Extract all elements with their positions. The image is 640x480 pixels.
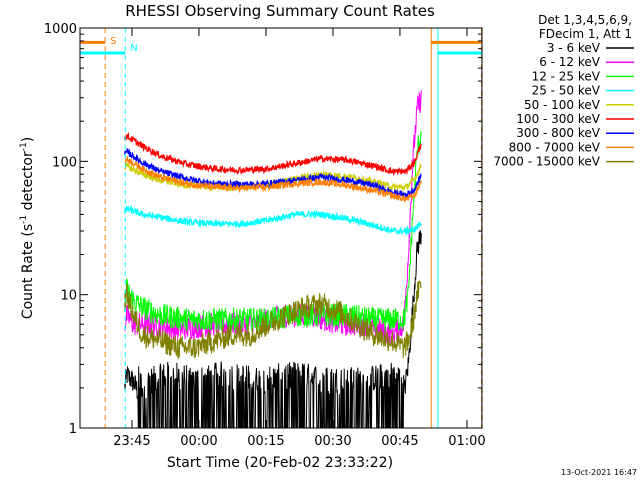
- y-label-base: Count Rate (s: [20, 224, 36, 319]
- y-label-mid: detector: [20, 151, 36, 215]
- series-line-800-7000-kev: [124, 156, 422, 204]
- legend: Det 1,3,4,5,6,9, FDecim 1, Att 1 3 - 6 k…: [493, 13, 634, 169]
- x-tick-label-3: 00:30: [314, 434, 351, 449]
- axis-layer: 23:45 00:00 00:15 00:30 00:45 01:00 1 10 100 1000: [44, 22, 486, 449]
- x-tick-label-4: 00:45: [381, 434, 418, 449]
- chart-title: RHESSI Observing Summary Count Rates: [125, 2, 435, 20]
- plot-frame: [79, 27, 483, 429]
- series-line-7000-15000-kev: [124, 280, 422, 361]
- x-axis-label: Start Time (20-Feb-02 23:33:22): [167, 455, 393, 471]
- y-tick-label-3: 1000: [44, 22, 77, 37]
- y-label-end: ): [20, 137, 36, 142]
- legend-label-3-6-kev: 3 - 6 keV: [547, 41, 601, 55]
- x-tick-label-1: 00:00: [180, 434, 217, 449]
- legend-label-12-25-kev: 12 - 25 keV: [532, 69, 601, 83]
- timestamp: 13-Oct-2021 16:47: [561, 468, 637, 477]
- legend-header-2: FDecim 1, Att 1: [539, 27, 632, 41]
- y-label-sup1: -1: [19, 215, 29, 224]
- series-line-100-300-kev: [124, 132, 422, 176]
- legend-label-800-7000-kev: 800 - 7000 keV: [509, 140, 601, 154]
- marker-label-n: N: [130, 43, 137, 54]
- series-line-12-25-kev: [124, 131, 422, 332]
- series-line-25-50-kev: [124, 204, 422, 237]
- legend-header-1: Det 1,3,4,5,6,9,: [538, 13, 632, 27]
- y-tick-label-2: 100: [52, 155, 77, 170]
- x-tick-label-2: 00:15: [247, 434, 284, 449]
- legend-label-50-100-kev: 50 - 100 keV: [524, 98, 601, 112]
- y-label-sup2: -1: [19, 142, 29, 151]
- y-axis-label: Count Rate (s-1 detector-1): [19, 137, 36, 319]
- legend-label-6-12-kev: 6 - 12 keV: [539, 55, 601, 69]
- x-tick-label-5: 01:00: [448, 434, 485, 449]
- legend-label-300-800-kev: 300 - 800 keV: [516, 126, 600, 140]
- y-tick-label-0: 1: [69, 422, 77, 437]
- legend-label-25-50-kev: 25 - 50 keV: [532, 84, 601, 98]
- series-line-300-800-kev: [124, 148, 422, 199]
- legend-label-7000-15000-kev: 7000 - 15000 keV: [493, 155, 600, 169]
- legend-label-100-300-kev: 100 - 300 keV: [516, 112, 600, 126]
- marker-label-s: S: [110, 36, 116, 47]
- y-tick-label-1: 10: [60, 289, 77, 304]
- x-tick-label-0: 23:45: [113, 434, 150, 449]
